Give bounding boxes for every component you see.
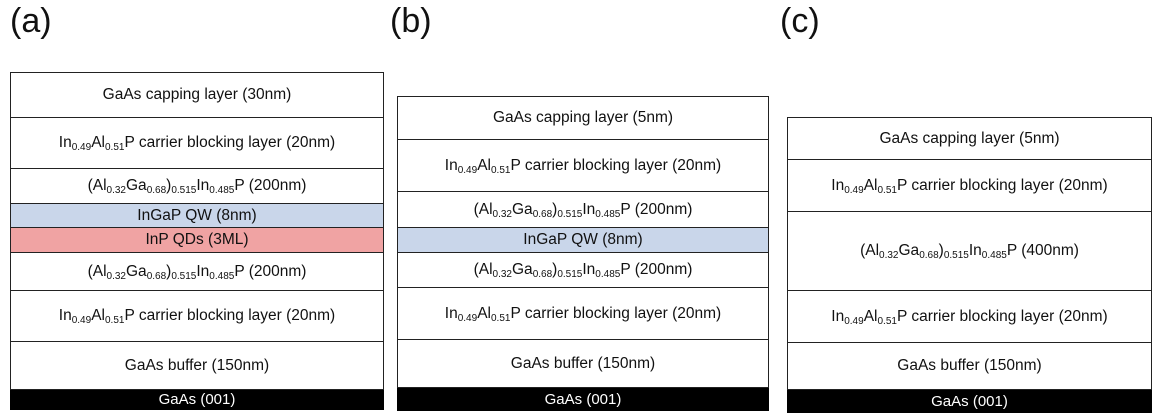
carrier-blocking-layer: In0.49Al0.51P carrier blocking layer (20… xyxy=(787,160,1152,212)
buffer-layer: GaAs buffer (150nm) xyxy=(397,340,769,388)
layer-label: GaAs buffer (150nm) xyxy=(510,354,656,372)
layer-label: In0.49Al0.51P carrier blocking layer (20… xyxy=(831,176,1108,196)
layer-label: (Al0.32Ga0.68)0.515In0.485P (400nm) xyxy=(860,242,1079,261)
layer-label: In0.49Al0.51P carrier blocking layer (20… xyxy=(58,134,336,153)
layer-stack-c: GaAs capping layer (5nm) In0.49Al0.51P ca… xyxy=(787,117,1152,413)
quantum-dot-layer: InP QDs (3ML) xyxy=(10,228,384,253)
carrier-blocking-layer: In0.49Al0.51P carrier blocking layer (20… xyxy=(787,291,1152,343)
layer-label: (Al0.32Ga0.68)0.515In0.485P (200nm) xyxy=(473,200,693,220)
substrate-layer: GaAs (001) xyxy=(787,390,1152,413)
layer-label: GaAs capping layer (5nm) xyxy=(879,129,1060,147)
carrier-blocking-layer: In0.49Al0.51P carrier blocking layer (20… xyxy=(397,288,769,340)
layer-label: (Al0.32Ga0.68)0.515In0.485P (200nm) xyxy=(87,262,307,282)
layer-label: GaAs (001) xyxy=(544,390,622,408)
capping-layer: GaAs capping layer (30nm) xyxy=(10,72,384,118)
buffer-layer: GaAs buffer (150nm) xyxy=(10,342,384,390)
quantum-well-layer: InGaP QW (8nm) xyxy=(10,204,384,228)
layer-label: InGaP QW (8nm) xyxy=(523,231,643,248)
algainp-cladding-layer: (Al0.32Ga0.68)0.515In0.485P (200nm) xyxy=(397,192,769,228)
panel-label-c: (c) xyxy=(780,2,820,40)
layer-label: InP QDs (3ML) xyxy=(145,231,249,248)
layer-label: GaAs capping layer (5nm) xyxy=(492,109,674,126)
carrier-blocking-layer: In0.49Al0.51P carrier blocking layer (20… xyxy=(10,291,384,342)
layer-label: In0.49Al0.51P carrier blocking layer (20… xyxy=(831,307,1108,327)
capping-layer: GaAs capping layer (5nm) xyxy=(397,96,769,140)
panel-label-b: (b) xyxy=(390,2,432,40)
buffer-layer: GaAs buffer (150nm) xyxy=(787,343,1152,390)
layer-label: (Al0.32Ga0.68)0.515In0.485P (200nm) xyxy=(87,177,307,196)
layer-label: GaAs capping layer (30nm) xyxy=(102,86,292,103)
algainp-cladding-layer: (Al0.32Ga0.68)0.515In0.485P (200nm) xyxy=(10,253,384,291)
layer-label: (Al0.32Ga0.68)0.515In0.485P (200nm) xyxy=(473,261,693,280)
layer-stack-b: GaAs capping layer (5nm) In0.49Al0.51P ca… xyxy=(397,96,769,411)
panel-label-a: (a) xyxy=(10,2,52,40)
layer-label: In0.49Al0.51P carrier blocking layer (20… xyxy=(444,304,722,324)
algainp-cladding-layer: (Al0.32Ga0.68)0.515In0.485P (200nm) xyxy=(10,169,384,204)
layer-label: GaAs (001) xyxy=(158,391,236,408)
algainp-cladding-layer: (Al0.32Ga0.68)0.515In0.485P (200nm) xyxy=(397,253,769,288)
algainp-cladding-layer: (Al0.32Ga0.68)0.515In0.485P (400nm) xyxy=(787,212,1152,291)
substrate-layer: GaAs (001) xyxy=(10,390,384,410)
capping-layer: GaAs capping layer (5nm) xyxy=(787,117,1152,160)
layer-label: GaAs buffer (150nm) xyxy=(897,357,1042,374)
quantum-well-layer: InGaP QW (8nm) xyxy=(397,228,769,253)
layer-label: InGaP QW (8nm) xyxy=(137,206,257,224)
layer-stack-a: GaAs capping layer (30nm) In0.49Al0.51P c… xyxy=(10,72,384,410)
layer-label: In0.49Al0.51P carrier blocking layer (20… xyxy=(444,156,722,176)
carrier-blocking-layer: In0.49Al0.51P carrier blocking layer (20… xyxy=(397,140,769,192)
layer-label: In0.49Al0.51P carrier blocking layer (20… xyxy=(58,307,336,326)
substrate-layer: GaAs (001) xyxy=(397,388,769,411)
carrier-blocking-layer: In0.49Al0.51P carrier blocking layer (20… xyxy=(10,118,384,169)
layer-label: GaAs (001) xyxy=(931,392,1008,410)
layer-label: GaAs buffer (150nm) xyxy=(124,356,270,374)
